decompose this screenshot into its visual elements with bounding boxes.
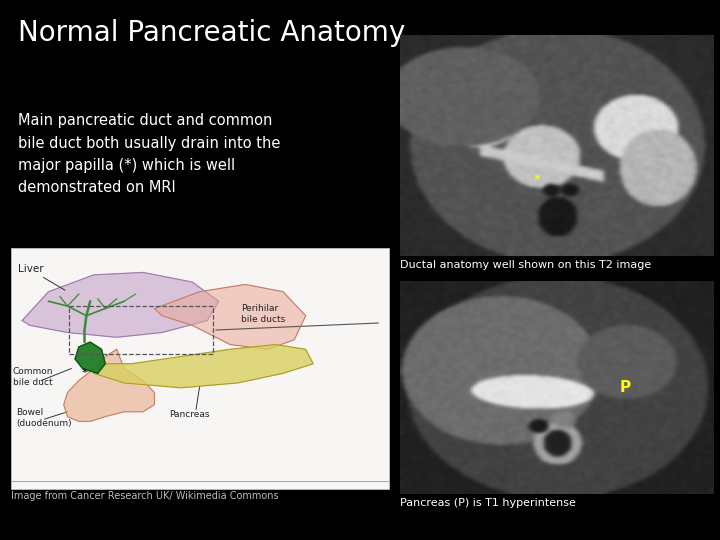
Text: Bowel
(duodenum): Bowel (duodenum) <box>17 408 72 428</box>
Text: *: * <box>81 368 87 378</box>
Text: Image from Cancer Research UK/ Wikimedia Commons: Image from Cancer Research UK/ Wikimedia… <box>11 491 279 502</box>
Text: Main pancreatic duct and common
bile duct both usually drain into the
major papi: Main pancreatic duct and common bile duc… <box>18 113 280 195</box>
Polygon shape <box>94 345 313 388</box>
Text: Pancreas: Pancreas <box>170 410 210 418</box>
Text: P: P <box>619 380 631 395</box>
Text: Ductal anatomy well shown on this T2 image: Ductal anatomy well shown on this T2 ima… <box>400 260 651 271</box>
Polygon shape <box>75 342 105 373</box>
Text: Common
bile duct: Common bile duct <box>13 367 53 387</box>
Polygon shape <box>155 285 306 349</box>
Text: Perihilar
bile ducts: Perihilar bile ducts <box>241 303 286 323</box>
Text: Liver: Liver <box>19 265 44 274</box>
Bar <box>69 306 213 354</box>
Polygon shape <box>63 349 155 421</box>
Text: Normal Pancreatic Anatomy: Normal Pancreatic Anatomy <box>18 19 405 47</box>
Polygon shape <box>22 272 219 338</box>
Bar <box>11 248 389 489</box>
Text: Pancreas (P) is T1 hyperintense: Pancreas (P) is T1 hyperintense <box>400 498 575 508</box>
Text: *: * <box>534 172 541 186</box>
